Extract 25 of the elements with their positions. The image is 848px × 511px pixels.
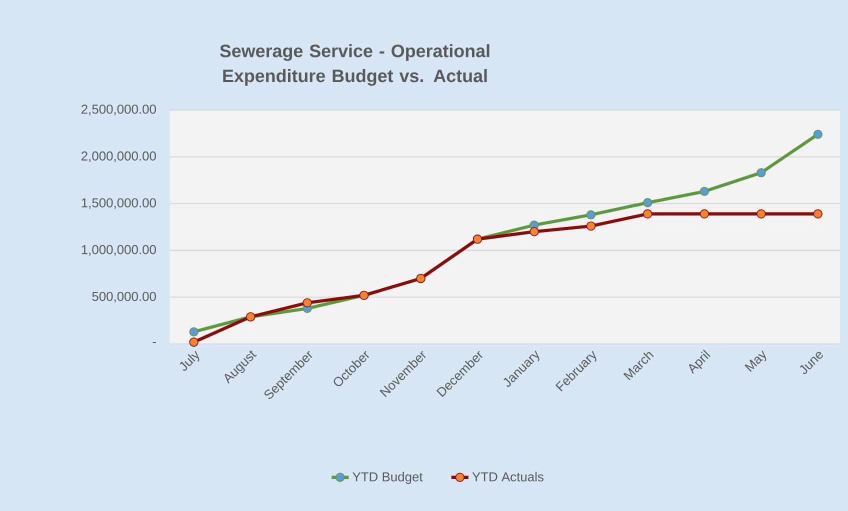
y-tick-label: 2,000,000.00	[82, 151, 156, 162]
y-tick-label: 500,000.00	[92, 292, 156, 303]
point	[813, 130, 822, 139]
point	[586, 210, 596, 220]
y-tick-label: 1,000,000.00	[82, 245, 156, 256]
y-tick-label: 2,500,000.00	[82, 104, 156, 116]
point	[700, 186, 710, 196]
point	[756, 168, 766, 178]
point	[189, 327, 198, 336]
point	[586, 221, 596, 231]
point	[700, 209, 710, 218]
point	[530, 227, 539, 236]
point	[813, 209, 822, 218]
point	[643, 209, 652, 218]
x-tick-label: July	[180, 350, 200, 371]
chart-title: Sewerage Service - Operational Expenditure Budget vs. Actual	[220, 44, 490, 86]
point	[302, 298, 312, 308]
point	[643, 198, 652, 208]
legend-label: YTD Actuals	[472, 472, 544, 482]
point	[189, 338, 198, 347]
y-tick-label: -	[152, 342, 156, 344]
x-tick-label: May	[744, 350, 766, 372]
point	[756, 209, 766, 218]
legend-label: YTD Budget	[352, 472, 423, 484]
y-tick-label: 1,500,000.00	[82, 198, 156, 209]
